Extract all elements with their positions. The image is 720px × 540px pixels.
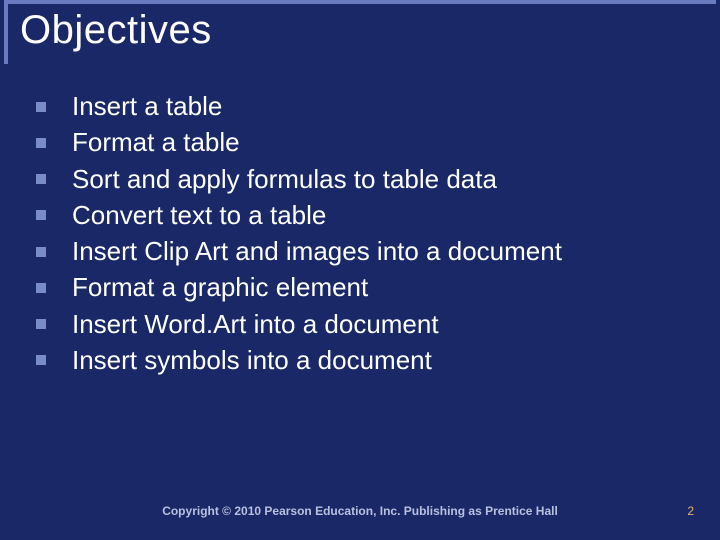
list-item: Format a table (30, 126, 690, 159)
square-bullet-icon (36, 355, 46, 365)
list-item: Insert a table (30, 90, 690, 123)
bullet-list: Insert a tableFormat a table Sort and app… (30, 90, 690, 380)
square-bullet-icon (36, 247, 46, 257)
list-item-text: Format a table (72, 126, 690, 159)
square-bullet-icon (36, 319, 46, 329)
list-item-text: Format a graphic element (72, 271, 690, 304)
list-item-text: Insert Word.Art into a document (72, 308, 690, 341)
list-item: Format a graphic element (30, 271, 690, 304)
copyright-text: Copyright © 2010 Pearson Education, Inc.… (0, 504, 720, 518)
list-item-text: Insert a table (72, 90, 690, 123)
square-bullet-icon (36, 174, 46, 184)
footer: Copyright © 2010 Pearson Education, Inc.… (0, 504, 720, 524)
list-item: Insert Word.Art into a document (30, 308, 690, 341)
list-item-text: Insert symbols into a document (72, 344, 690, 377)
title-region: Objectives (4, 0, 716, 64)
list-item-text: Convert text to a table (72, 199, 690, 232)
list-item: Sort and apply formulas to table data (30, 163, 690, 196)
list-item-text: Sort and apply formulas to table data (72, 163, 690, 196)
square-bullet-icon (36, 283, 46, 293)
square-bullet-icon (36, 210, 46, 220)
list-item: Convert text to a table (30, 199, 690, 232)
slide-number: 2 (687, 504, 694, 518)
list-item: Insert symbols into a document (30, 344, 690, 377)
square-bullet-icon (36, 138, 46, 148)
slide: Objectives Insert a tableFormat a table S… (0, 0, 720, 540)
slide-title: Objectives (8, 4, 716, 53)
square-bullet-icon (36, 102, 46, 112)
list-item-text: Insert Clip Art and images into a docume… (72, 235, 690, 268)
list-item: Insert Clip Art and images into a docume… (30, 235, 690, 268)
